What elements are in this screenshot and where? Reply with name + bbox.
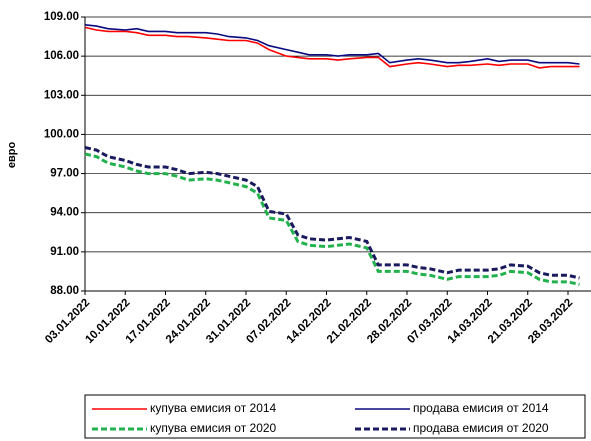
y-tick-label: 103.00	[44, 89, 79, 101]
legend-box	[84, 394, 586, 439]
legend-label: купува емисия от 2020	[150, 421, 277, 435]
y-axis-label: евро	[6, 142, 18, 169]
y-tick-label: 88.00	[50, 285, 79, 297]
legend-label: продава емисия от 2020	[413, 421, 549, 435]
series-line	[84, 26, 580, 69]
legend-label: продава емисия от 2014	[413, 401, 549, 415]
legend-label: купува емисия от 2014	[150, 401, 277, 415]
y-tick-label: 109.00	[44, 11, 79, 23]
y-tick-label: 100.00	[44, 128, 79, 140]
y-tick-label: 91.00	[50, 246, 79, 258]
series-line	[84, 24, 580, 65]
series-line	[84, 146, 580, 280]
y-tick-label: 94.00	[50, 207, 79, 219]
series-line	[84, 152, 580, 286]
y-tick-label: 97.00	[50, 168, 79, 180]
y-tick-label: 106.00	[44, 50, 79, 62]
